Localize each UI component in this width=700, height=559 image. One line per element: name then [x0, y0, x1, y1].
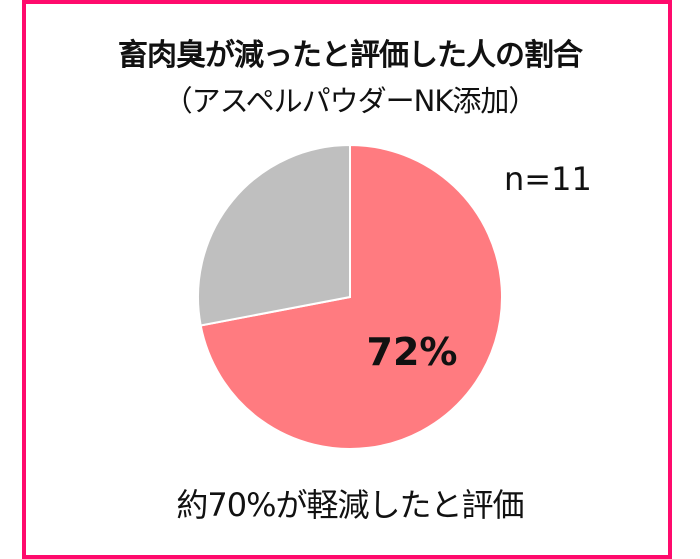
sample-size-label: n=11: [504, 160, 592, 198]
chart-title: 畜肉臭が減ったと評価した人の割合: [118, 38, 583, 73]
pie-slice-0: [199, 143, 503, 450]
slice-label: 72%: [367, 330, 458, 374]
chart-subtitle: （アスペルパウダーNK添加）: [163, 84, 538, 118]
pie-slice-1: [197, 143, 351, 327]
chart-caption: 約70%が軽減したと評価: [176, 486, 524, 524]
